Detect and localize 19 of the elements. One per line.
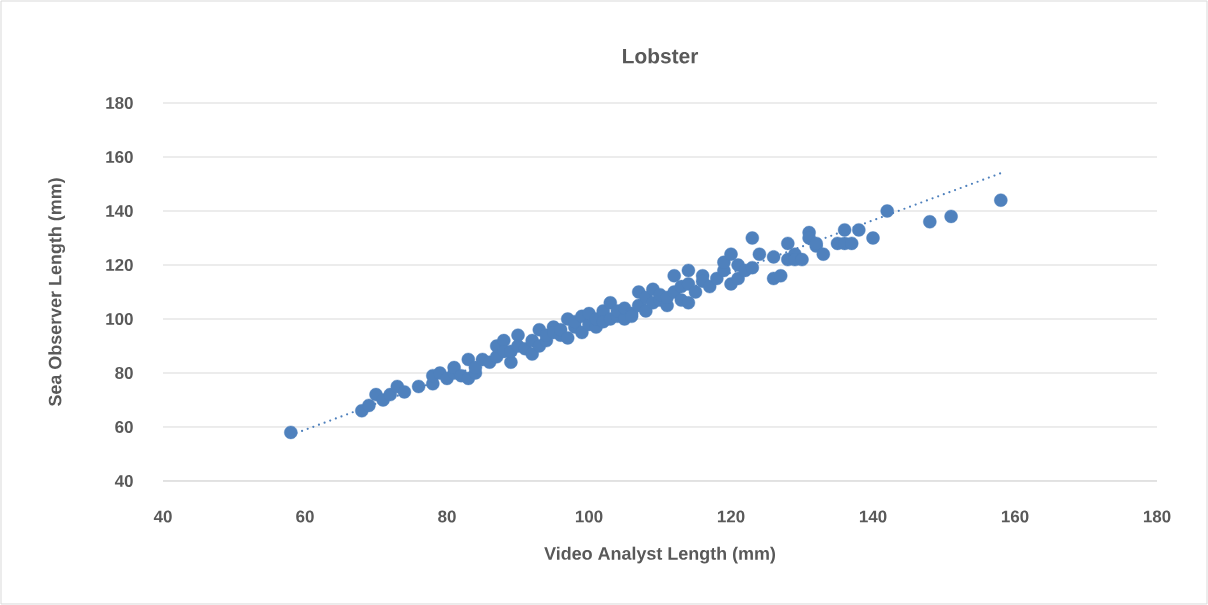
x-axis-title: Video Analyst Length (mm): [544, 546, 776, 564]
chart-title: Lobster: [623, 48, 699, 64]
y-tick-label: 60: [115, 420, 133, 433]
x-tick-label: 60: [296, 510, 314, 523]
x-tick-label: 100: [575, 510, 603, 523]
x-tick-label: 180: [1143, 510, 1171, 523]
y-tick-label: 140: [106, 204, 133, 217]
x-tick-label: 80: [438, 510, 456, 523]
x-tick-label: 120: [717, 510, 745, 523]
y-tick-label: 80: [115, 366, 133, 379]
y-tick-label: 180: [106, 96, 133, 109]
y-tick-label: 120: [106, 258, 133, 271]
y-tick-label: 40: [114, 474, 133, 487]
x-tick-label: 160: [1001, 510, 1029, 523]
y-tick-label: 160: [106, 150, 133, 163]
x-tick-label: 140: [859, 510, 887, 523]
y-tick-label: 100: [106, 312, 133, 325]
y-axis-title: Sea Observer Length (mm): [48, 178, 66, 407]
x-tick-label: 40: [153, 510, 172, 523]
